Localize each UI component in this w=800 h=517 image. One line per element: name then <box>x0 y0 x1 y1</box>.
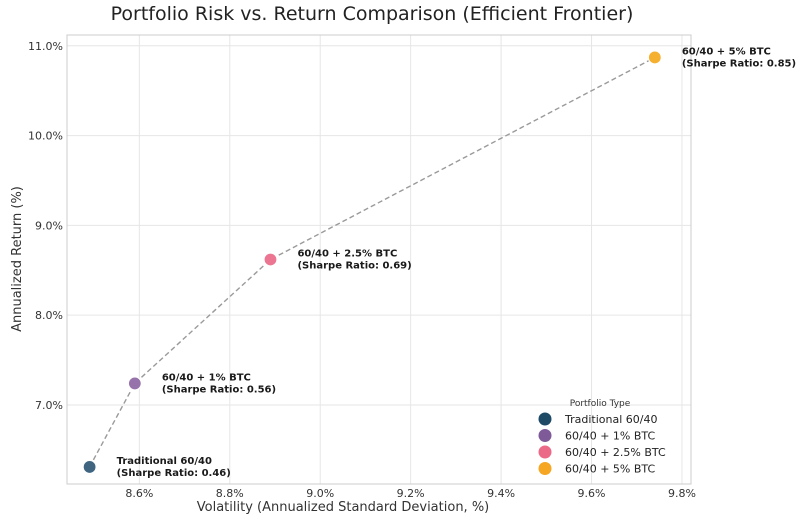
y-tick-label: 9.0% <box>35 219 63 232</box>
y-tick-label: 8.0% <box>35 309 63 322</box>
legend-marker <box>538 445 552 459</box>
chart-title: Portfolio Risk vs. Return Comparison (Ef… <box>111 3 634 25</box>
data-point <box>647 50 662 65</box>
point-label: 60/40 + 2.5% BTC <box>297 249 397 260</box>
data-point <box>127 376 142 391</box>
x-tick-label: 9.0% <box>306 487 334 500</box>
plot-area-frame <box>66 34 692 485</box>
data-point <box>263 252 278 267</box>
x-tick-label: 9.2% <box>397 487 425 500</box>
y-axis-label: Annualized Return (%) <box>10 186 25 332</box>
legend-marker <box>538 412 552 426</box>
legend-title: Portfolio Type <box>570 399 631 409</box>
frontier-line <box>88 56 656 468</box>
x-tick-label: 9.4% <box>487 487 515 500</box>
point-label: 60/40 + 5% BTC <box>682 46 771 57</box>
legend-label: 60/40 + 5% BTC <box>565 463 655 476</box>
point-sharpe-label: (Sharpe Ratio: 0.46) <box>117 468 231 479</box>
x-tick-label: 9.8% <box>668 487 696 500</box>
x-tick-label: 8.6% <box>125 487 153 500</box>
point-label: Traditional 60/40 <box>117 456 212 467</box>
legend: Portfolio Type Traditional 60/40 60/40 + … <box>538 399 666 476</box>
point-sharpe-label: (Sharpe Ratio: 0.56) <box>162 384 276 395</box>
legend-label: Traditional 60/40 <box>564 413 657 426</box>
y-tick-label: 10.0% <box>28 130 63 143</box>
legend-label: 60/40 + 1% BTC <box>565 430 655 443</box>
x-tick-label: 8.8% <box>216 487 244 500</box>
data-points <box>82 50 662 475</box>
point-label: 60/40 + 1% BTC <box>162 372 251 383</box>
y-tick-label: 7.0% <box>35 399 63 412</box>
y-axis-ticks: 7.0% 8.0% 9.0% 10.0% 11.0% <box>28 40 63 412</box>
data-point <box>82 459 97 475</box>
grid <box>67 35 691 484</box>
point-sharpe-label: (Sharpe Ratio: 0.85) <box>682 58 796 69</box>
x-axis-label: Volatility (Annualized Standard Deviatio… <box>197 500 490 515</box>
y-tick-label: 11.0% <box>28 40 63 53</box>
legend-marker <box>538 462 552 475</box>
legend-label: 60/40 + 2.5% BTC <box>565 446 666 459</box>
legend-items: Traditional 60/40 60/40 + 1% BTC 60/40 + 2… <box>538 412 666 476</box>
point-sharpe-label: (Sharpe Ratio: 0.69) <box>297 261 411 272</box>
x-axis-ticks: 8.6% 8.8% 9.0% 9.2% 9.4% 9.6% 9.8% <box>125 487 696 500</box>
x-tick-label: 9.6% <box>578 487 606 500</box>
point-annotations: Traditional 60/40(Sharpe Ratio: 0.46)60/… <box>117 46 796 478</box>
legend-marker <box>538 429 552 442</box>
